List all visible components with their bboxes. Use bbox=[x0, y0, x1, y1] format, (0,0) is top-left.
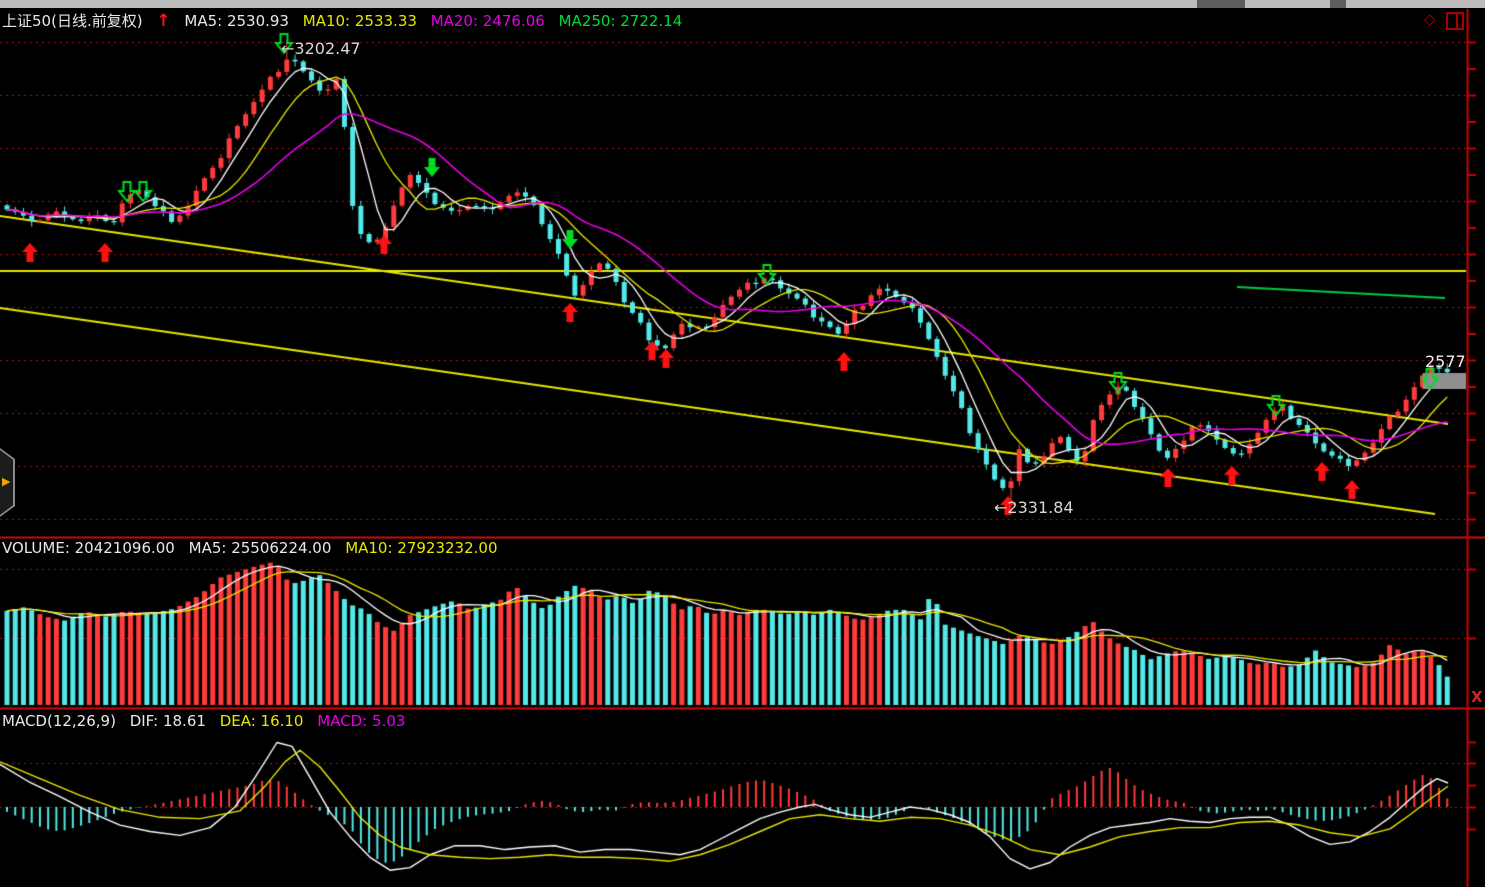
window-split-icon[interactable] bbox=[1446, 12, 1464, 30]
ma20-value: MA20: 2476.06 bbox=[430, 12, 545, 30]
dif-value: DIF: 18.61 bbox=[129, 712, 206, 730]
macd-title: MACD(12,26,9) bbox=[2, 712, 116, 730]
diamond-glyph: ◇ bbox=[1424, 10, 1436, 28]
panel-tab-body bbox=[0, 450, 13, 515]
x-marker[interactable]: X bbox=[1471, 688, 1483, 706]
macd-value: MACD: 5.03 bbox=[317, 712, 406, 730]
window-split-icon-divider bbox=[1456, 14, 1458, 28]
trough-price-label: ←2331.84 bbox=[994, 498, 1074, 517]
x-marker-glyph: X bbox=[1471, 688, 1483, 706]
macd-header: MACD(12,26,9) DIF: 18.61 DEA: 16.10 MACD… bbox=[2, 712, 414, 730]
ma250-value: MA250: 2722.14 bbox=[558, 12, 683, 30]
diamond-icon[interactable]: ◇ bbox=[1424, 11, 1436, 27]
left-arrow-icon: ← bbox=[994, 498, 1008, 517]
last-price-value: 2577 bbox=[1425, 352, 1466, 371]
title-bar-segment bbox=[1330, 0, 1346, 8]
left-arrow-icon: ← bbox=[281, 39, 295, 58]
peak-price-label: ←3202.47 bbox=[281, 39, 361, 58]
last-price-label: 2577 bbox=[1425, 352, 1466, 371]
volume-ma10-value: MA10: 27923232.00 bbox=[345, 539, 498, 557]
symbol-title: 上证50(日线.前复权) bbox=[2, 12, 143, 30]
up-arrow-icon: ↑ bbox=[156, 11, 171, 31]
ma10-value: MA10: 2533.33 bbox=[302, 12, 417, 30]
dea-value: DEA: 16.10 bbox=[219, 712, 304, 730]
title-bar bbox=[0, 0, 1485, 8]
ma5-value: MA5: 2530.93 bbox=[184, 12, 289, 30]
panel-expand-button[interactable]: ▶ bbox=[0, 448, 15, 517]
price-header: 上证50(日线.前复权) ↑ MA5: 2530.93 MA10: 2533.3… bbox=[2, 10, 691, 31]
volume-value: VOLUME: 20421096.00 bbox=[2, 539, 175, 557]
peak-price-value: 3202.47 bbox=[294, 39, 361, 58]
volume-header: VOLUME: 20421096.00 MA5: 25506224.00 MA1… bbox=[2, 539, 507, 557]
play-triangle-icon: ▶ bbox=[2, 475, 11, 488]
title-bar-segment bbox=[1197, 0, 1245, 8]
trough-price-value: 2331.84 bbox=[1007, 498, 1074, 517]
volume-ma5-value: MA5: 25506224.00 bbox=[188, 539, 332, 557]
